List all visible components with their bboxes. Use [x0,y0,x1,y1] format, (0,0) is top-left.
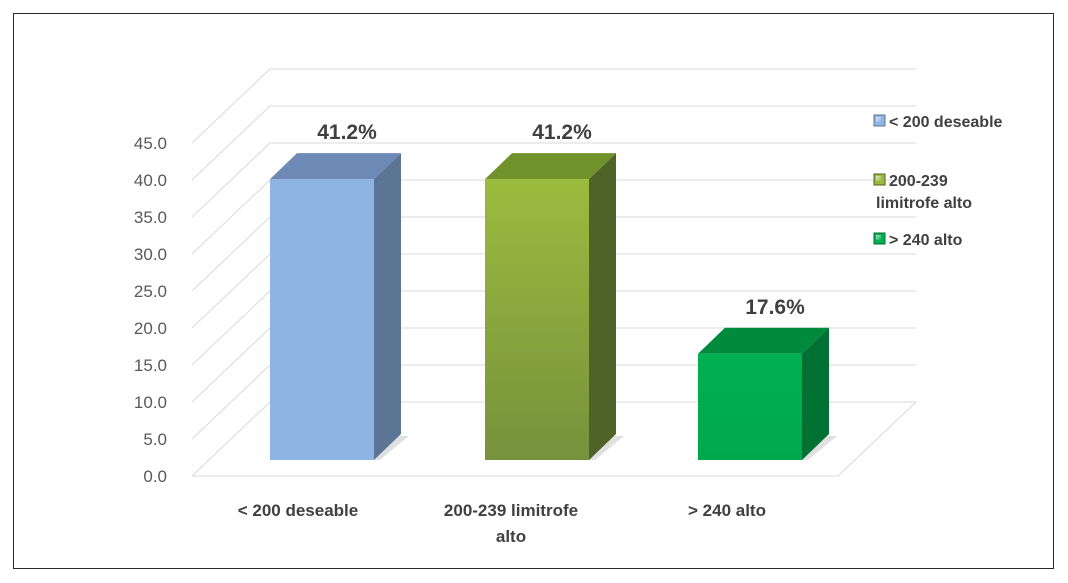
bar-data-label: 41.2% [317,121,377,144]
legend-entry-label: 200-239 [889,173,948,190]
y-tick-label: 45.0 [134,134,167,153]
chart-back-wall [192,401,917,477]
legend-swatch-highlight [876,235,881,240]
legend-entry-label: limitrofe alto [876,195,972,212]
y-axis-ticks: 0.0 5.0 10.0 15.0 20.0 25.0 30.0 35.0 40.0 45.0 [134,134,167,486]
bar-side [802,327,829,460]
bar-top [485,153,616,180]
bar [485,179,589,460]
x-axis-categories: < 200 deseable 200-239 limitrofe alto > 240… [238,501,766,546]
side-wall-gridline [191,327,271,403]
legend-entry-label: < 200 deseable [889,114,1003,131]
bar [698,353,802,460]
side-wall-gridline [191,142,271,218]
bar-top [698,327,829,354]
x-category-label: 200-239 limitrofe [444,501,578,520]
x-category-label: > 240 alto [688,501,766,520]
legend-entry-label: > 240 alto [889,232,963,249]
y-tick-label: 35.0 [134,208,167,227]
x-category-label: alto [496,527,526,546]
side-wall-gridline [191,401,271,477]
bar [270,179,374,460]
y-tick-label: 15.0 [134,356,167,375]
x-category-label: < 200 deseable [238,501,359,520]
side-wall-gridline [191,364,271,440]
bar-data-label: 41.2% [532,121,592,144]
legend: < 200 deseable 200-239 limitrofe alto > 240… [873,114,1003,249]
side-wall-gridline [191,179,271,255]
bar-side [374,153,401,460]
y-tick-label: 5.0 [143,430,167,449]
y-tick-label: 10.0 [134,393,167,412]
y-tick-label: 0.0 [143,467,167,486]
bar-data-label: 17.6% [745,296,805,319]
side-wall-gridline [191,105,271,181]
bar-side [589,153,616,460]
legend-swatch-highlight [876,176,881,181]
y-tick-label: 30.0 [134,245,167,264]
y-tick-label: 40.0 [134,171,167,190]
side-wall-gridline [191,216,271,292]
legend-swatch-highlight [876,117,881,122]
bars: 41.2% 41.2% 17.6% [270,121,837,460]
floor-right-edge [837,401,917,477]
bar-top [270,153,401,180]
y-tick-label: 25.0 [134,282,167,301]
y-tick-label: 20.0 [134,319,167,338]
side-wall-gridline [191,290,271,366]
side-wall-gridline [191,68,271,144]
side-wall-gridline [191,253,271,329]
